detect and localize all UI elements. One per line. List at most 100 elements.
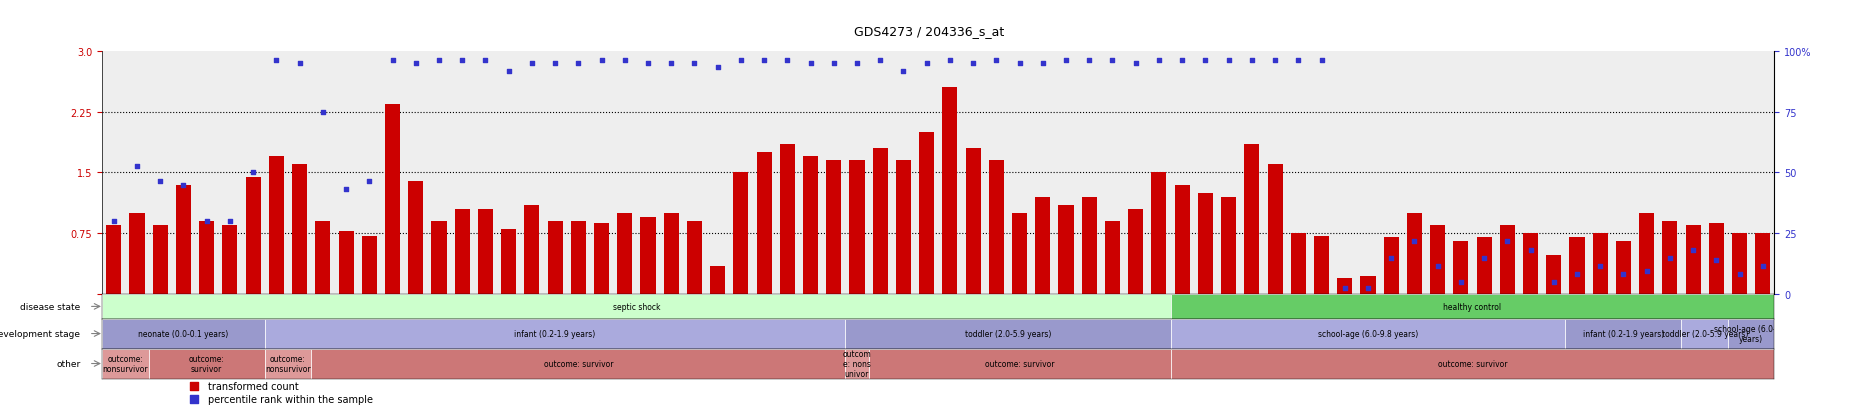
Bar	[1476, 238, 1491, 294]
Point	[540, 60, 570, 67]
Point	[178, 382, 208, 389]
Point	[888, 69, 917, 75]
Point	[841, 60, 871, 67]
Bar	[1105, 222, 1120, 294]
Point	[401, 60, 431, 67]
Bar	[1569, 238, 1584, 294]
Text: infant (0.2-1.9 years): infant (0.2-1.9 years)	[514, 329, 596, 338]
Point	[1330, 285, 1359, 291]
Bar	[1638, 214, 1653, 294]
Bar	[1170, 294, 1773, 319]
Bar	[338, 231, 353, 294]
Bar	[687, 222, 702, 294]
Point	[178, 396, 208, 402]
Point	[1608, 271, 1638, 278]
Bar	[941, 88, 956, 294]
Bar	[1406, 214, 1421, 294]
Point	[1283, 58, 1313, 65]
Bar	[1081, 197, 1096, 294]
Point	[331, 186, 360, 192]
Bar	[780, 145, 795, 294]
Point	[1213, 58, 1242, 65]
Point	[191, 218, 221, 225]
Point	[1097, 58, 1127, 65]
Bar	[988, 161, 1003, 294]
Bar	[709, 266, 724, 294]
Point	[1144, 58, 1174, 65]
Text: outcome: survivor: outcome: survivor	[984, 359, 1053, 368]
Point	[470, 58, 500, 65]
Bar	[1523, 234, 1538, 294]
Bar	[1174, 185, 1188, 294]
Point	[448, 58, 477, 65]
Text: toddler (2.0-5.9 years): toddler (2.0-5.9 years)	[964, 329, 1051, 338]
Bar	[130, 214, 145, 294]
Bar	[316, 222, 331, 294]
Bar	[849, 161, 864, 294]
Point	[238, 170, 267, 176]
Point	[1073, 58, 1103, 65]
Bar	[1499, 225, 1513, 294]
Bar	[501, 230, 516, 294]
Point	[308, 109, 338, 116]
Text: outcome: survivor: outcome: survivor	[544, 359, 613, 368]
Point	[563, 60, 592, 67]
Point	[262, 58, 292, 65]
Point	[1305, 58, 1335, 65]
Point	[1538, 279, 1567, 286]
Bar	[431, 222, 446, 294]
Point	[1445, 279, 1474, 286]
Text: outcom
e: nons
univor: outcom e: nons univor	[843, 349, 871, 378]
Point	[123, 163, 152, 170]
Bar	[1266, 165, 1281, 294]
Text: toddler (2.0-5.9 years): toddler (2.0-5.9 years)	[1660, 329, 1747, 338]
Point	[1584, 263, 1614, 269]
Bar	[199, 222, 214, 294]
Bar	[617, 214, 631, 294]
Point	[1562, 271, 1591, 278]
Bar	[1034, 197, 1049, 294]
Bar	[663, 214, 678, 294]
Bar	[1012, 214, 1027, 294]
Bar	[152, 225, 167, 294]
Point	[656, 60, 685, 67]
Point	[726, 58, 756, 65]
Point	[1701, 257, 1731, 264]
Point	[98, 218, 128, 225]
Bar	[245, 177, 260, 294]
Bar	[477, 209, 492, 294]
Bar	[1220, 197, 1235, 294]
Text: outcome:
nonsurvivor: outcome: nonsurvivor	[102, 354, 149, 373]
Text: disease state: disease state	[20, 302, 80, 311]
Bar	[292, 165, 306, 294]
Bar	[1313, 236, 1328, 294]
Bar	[176, 185, 191, 294]
Bar	[802, 157, 817, 294]
Point	[1190, 58, 1220, 65]
Point	[609, 58, 639, 65]
Point	[865, 58, 895, 65]
Bar	[1755, 234, 1770, 294]
Bar	[1058, 205, 1073, 294]
Point	[958, 60, 988, 67]
Bar	[455, 209, 470, 294]
Bar	[1198, 193, 1213, 294]
Bar	[1616, 242, 1630, 294]
Text: school-age (6.0-9.8 years): school-age (6.0-9.8 years)	[1317, 329, 1417, 338]
Bar	[1662, 222, 1677, 294]
Point	[169, 182, 199, 188]
Bar	[106, 225, 121, 294]
Point	[980, 58, 1010, 65]
Point	[355, 178, 384, 185]
Point	[284, 60, 314, 67]
Text: infant (0.2-1.9 years): infant (0.2-1.9 years)	[1582, 329, 1664, 338]
Point	[1376, 255, 1406, 261]
Point	[1398, 239, 1428, 245]
Point	[516, 60, 546, 67]
Point	[1027, 60, 1057, 67]
Bar	[826, 161, 841, 294]
Bar	[384, 104, 399, 294]
Bar	[641, 218, 656, 294]
Bar	[845, 319, 1170, 349]
Text: septic shock: septic shock	[613, 302, 659, 311]
